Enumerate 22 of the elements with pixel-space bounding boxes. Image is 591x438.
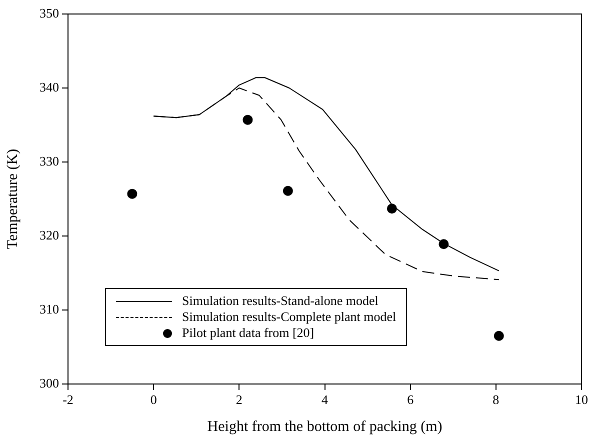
x-axis-title: Height from the bottom of packing (m): [207, 418, 442, 435]
legend-label: Simulation results-Stand-alone model: [182, 293, 378, 309]
point: [127, 188, 138, 199]
y-tick-label: 320: [40, 227, 59, 242]
y-tick-label: 340: [40, 79, 59, 94]
x-tick-label: 0: [150, 392, 157, 408]
y-tick-label: 350: [40, 5, 59, 20]
y-tick-label: 330: [40, 153, 59, 168]
point: [494, 330, 504, 341]
legend-label: Pilot plant data from [20]: [182, 325, 314, 341]
y-axis-title: Temperature (K): [4, 148, 21, 250]
point: [242, 114, 253, 125]
x-tick-label: 2: [236, 392, 242, 408]
point: [282, 186, 293, 196]
x-tick-label: 6: [407, 392, 414, 408]
x-tick-label: -2: [62, 392, 74, 408]
x-tick-label: 10: [575, 392, 588, 408]
y-tick-label: 310: [40, 301, 59, 316]
legend-label: Simulation results-Complete plant model: [182, 309, 396, 325]
x-tick-label: 4: [322, 392, 328, 408]
y-tick-label: 300: [40, 375, 59, 390]
x-tick-label: 8: [492, 392, 500, 408]
